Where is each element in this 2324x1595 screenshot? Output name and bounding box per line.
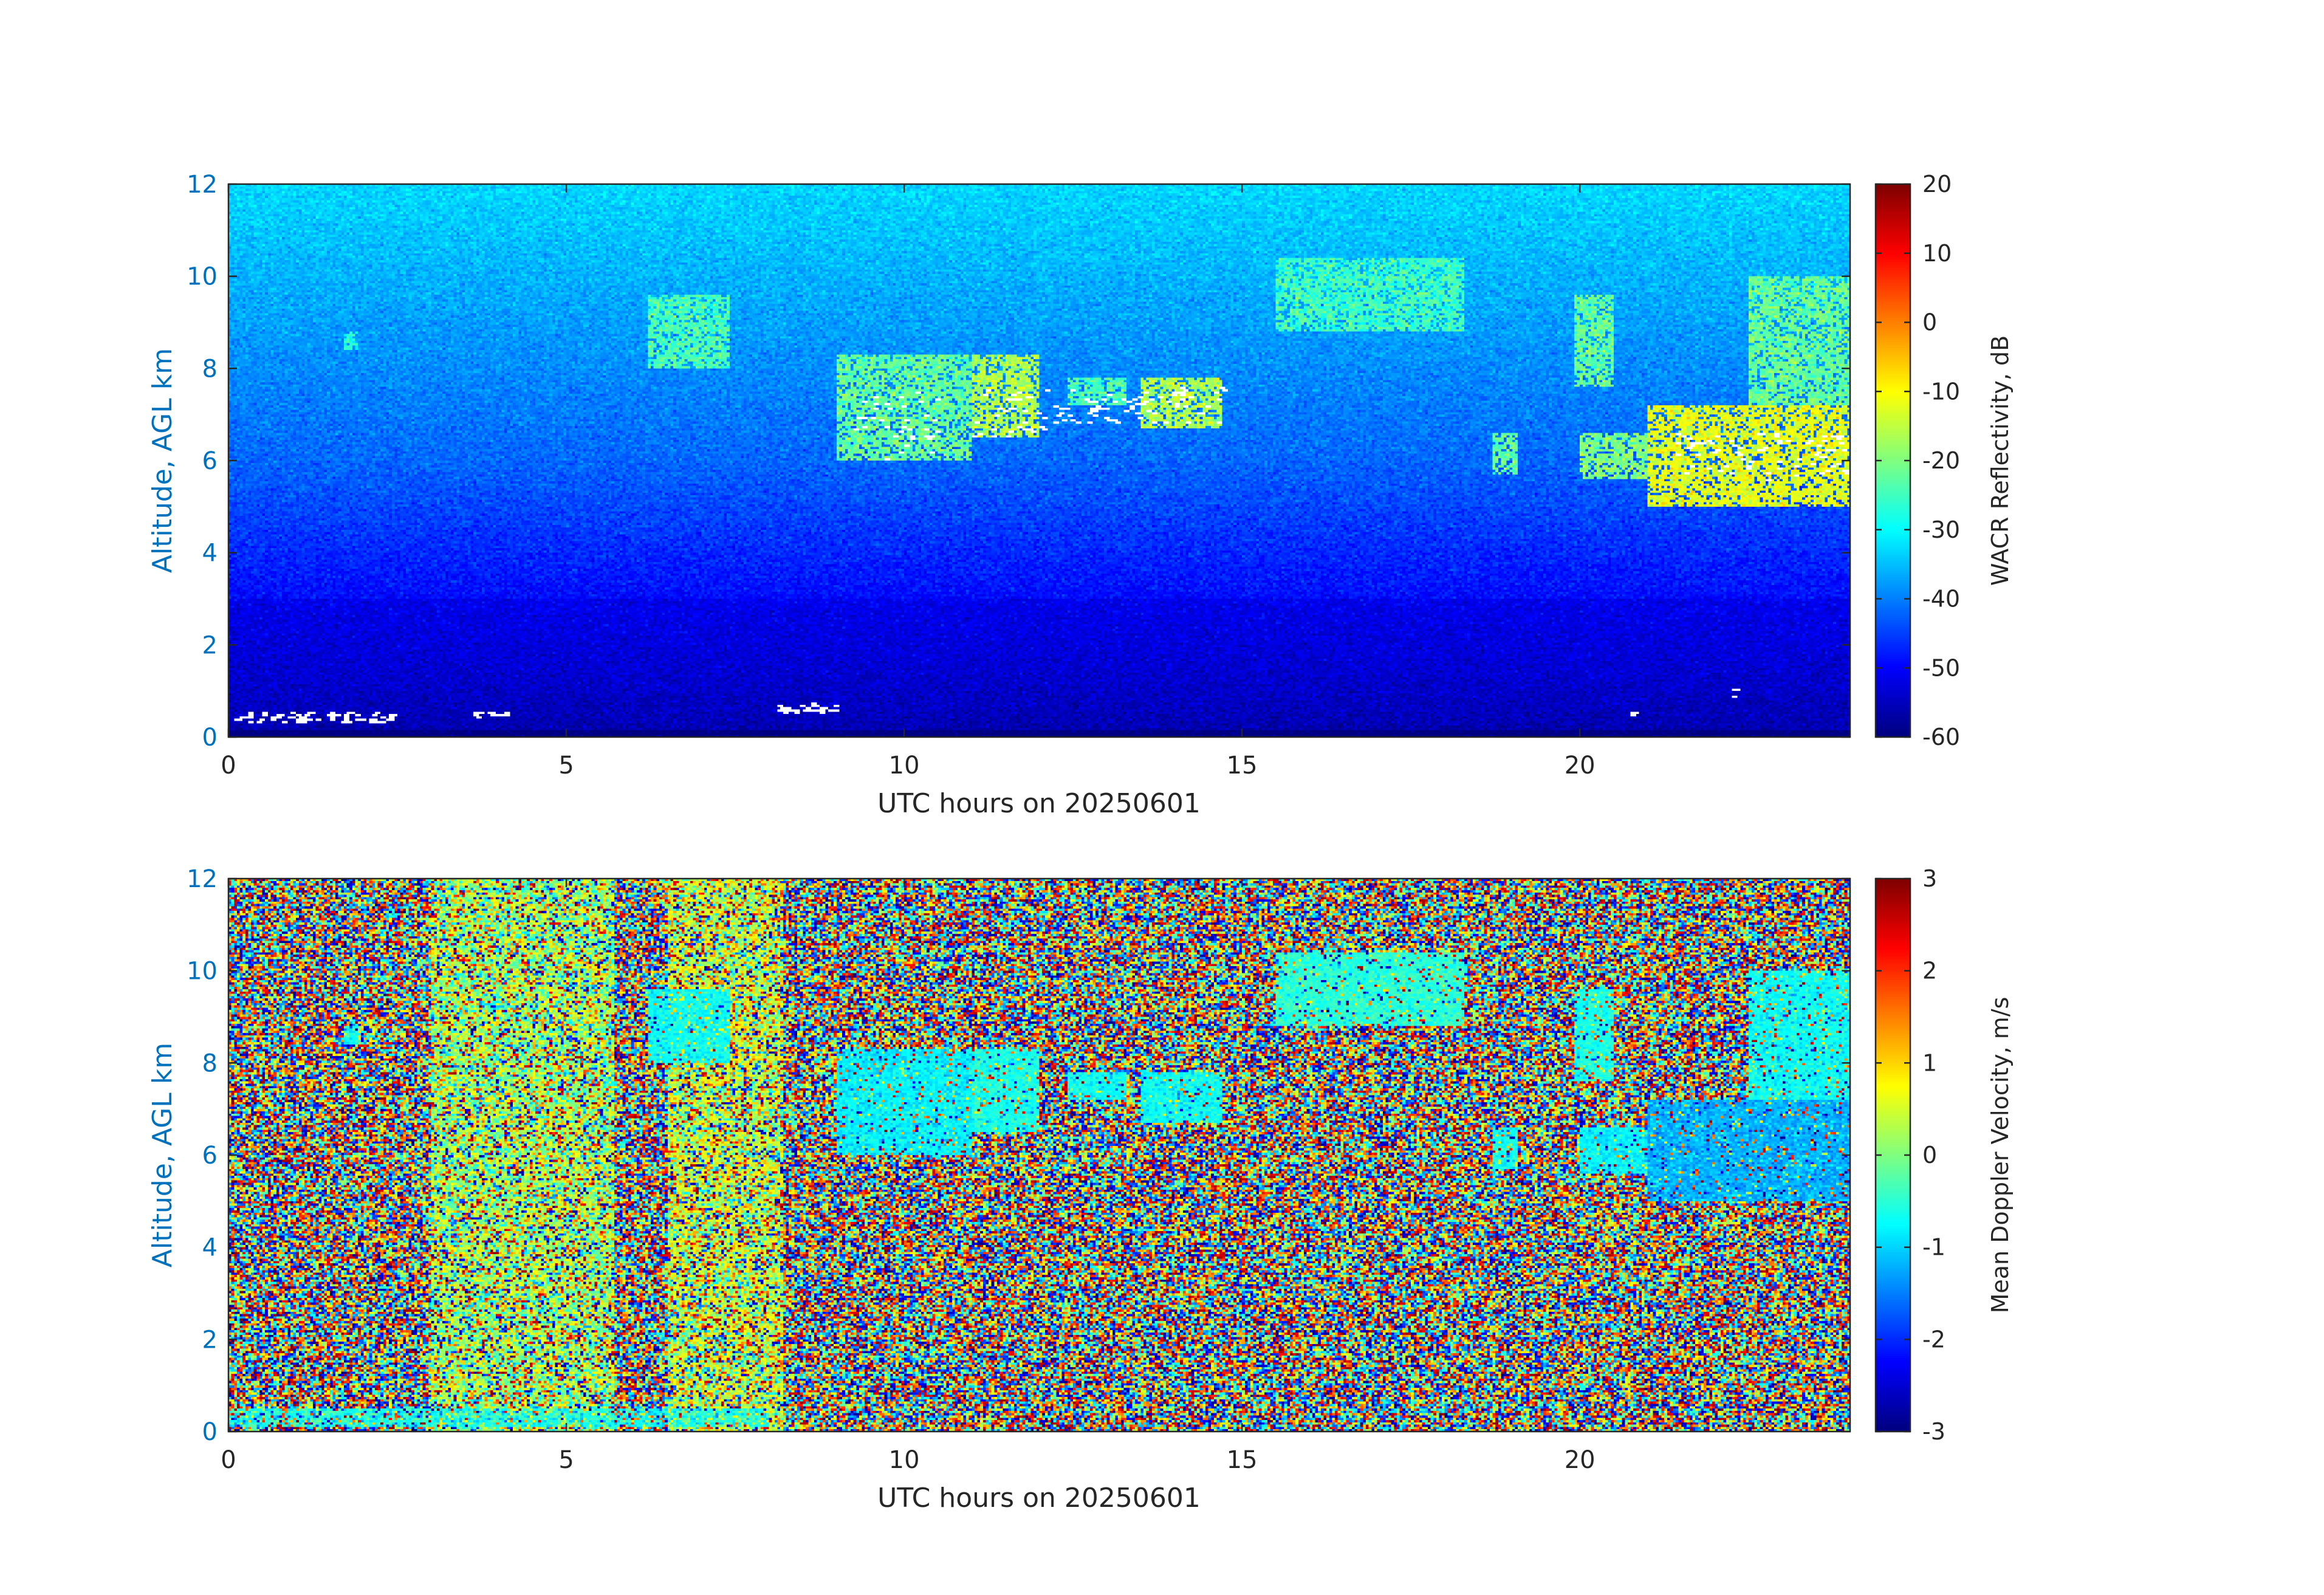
velocity-ytick-label: 0 [202, 1418, 218, 1446]
reflectivity-xtick-label: 0 [221, 752, 236, 780]
reflectivity-ytick-label: 12 [187, 171, 218, 199]
reflectivity-ytick-label: 8 [202, 355, 218, 383]
velocity-colorbar-label: Mean Doppler Velocity, m/s [1987, 997, 2014, 1314]
reflectivity-colorbar-tick-label: 10 [1922, 240, 1952, 267]
reflectivity-colorbar-tick-label: -20 [1922, 447, 1960, 474]
velocity-colorbar-tick-label: -2 [1922, 1326, 1945, 1353]
reflectivity-heatmap [228, 184, 1850, 737]
velocity-xtick-label: 10 [889, 1446, 920, 1474]
reflectivity-xtick-label: 15 [1227, 752, 1258, 780]
velocity-colorbar-tick-label: 3 [1922, 865, 1937, 892]
velocity-ytick-label: 2 [202, 1326, 218, 1354]
reflectivity-colorbar-tick-label: -50 [1922, 654, 1960, 681]
velocity-axes: 0 5 10 15 20 0 2 4 6 8 10 12 [187, 865, 1850, 1474]
reflectivity-xlabel: UTC hours on 20250601 [877, 788, 1201, 819]
velocity-colorbar-tick-label: -1 [1922, 1234, 1945, 1261]
velocity-colorbar-tick-label: -3 [1922, 1418, 1945, 1445]
reflectivity-ylabel: Altitude, AGL km [147, 348, 178, 573]
velocity-colorbar-ticks: 3 2 1 0 -1 -2 -3 [1876, 865, 1945, 1445]
velocity-colorbar-tick-label: 0 [1922, 1142, 1937, 1168]
reflectivity-colorbar-tick-label: 20 [1922, 171, 1952, 197]
velocity-xtick-label: 15 [1227, 1446, 1258, 1474]
reflectivity-colorbar-tick-label: -60 [1922, 724, 1960, 750]
reflectivity-colorbar-tick-label: 0 [1922, 309, 1937, 336]
reflectivity-xtick-label: 5 [558, 752, 574, 780]
velocity-xlabel: UTC hours on 20250601 [877, 1483, 1201, 1514]
reflectivity-axes: 0 5 10 15 20 0 2 4 6 8 10 12 [187, 171, 1850, 780]
reflectivity-colorbar-tick-label: -10 [1922, 378, 1960, 405]
velocity-ytick-label: 8 [202, 1049, 218, 1077]
velocity-xtick-label: 0 [221, 1446, 236, 1474]
velocity-ytick-label: 6 [202, 1142, 218, 1170]
reflectivity-colorbar-tick-label: -40 [1922, 586, 1960, 612]
reflectivity-xtick-label: 20 [1565, 752, 1596, 780]
reflectivity-ytick-label: 10 [187, 263, 218, 291]
velocity-heatmap [228, 879, 1850, 1432]
reflectivity-ytick-label: 6 [202, 447, 218, 475]
velocity-ytick-label: 12 [187, 865, 218, 893]
reflectivity-ytick-label: 2 [202, 631, 218, 659]
velocity-ytick-label: 4 [202, 1234, 218, 1262]
velocity-ytick-label: 10 [187, 958, 218, 986]
velocity-colorbar-tick-label: 2 [1922, 958, 1937, 984]
reflectivity-xtick-label: 10 [889, 752, 920, 780]
velocity-xtick-label: 5 [558, 1446, 574, 1474]
reflectivity-ytick-label: 4 [202, 540, 218, 568]
reflectivity-colorbar-label: WACR Reflectivity, dB [1987, 335, 2014, 586]
reflectivity-ytick-label: 0 [202, 724, 218, 752]
reflectivity-colorbar-tick-label: -30 [1922, 516, 1960, 543]
velocity-xtick-label: 20 [1565, 1446, 1596, 1474]
velocity-ylabel: Altitude, AGL km [147, 1043, 178, 1267]
reflectivity-colorbar-ticks: 20 10 0 -10 -20 -30 -40 -50 -60 [1876, 171, 1960, 750]
velocity-colorbar-tick-label: 1 [1922, 1049, 1937, 1076]
